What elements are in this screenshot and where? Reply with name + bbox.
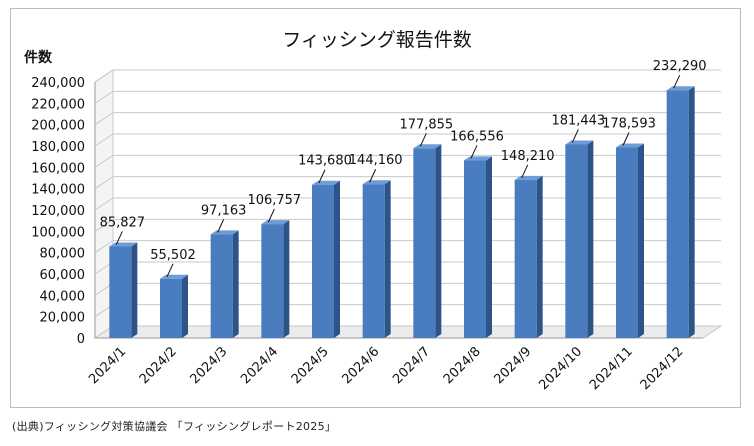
x-tick-label: 2024/2 — [137, 344, 180, 387]
data-label: 106,757 — [247, 193, 301, 208]
y-tick-label: 20,000 — [40, 311, 86, 326]
data-label: 97,163 — [201, 203, 247, 218]
y-tick-label: 180,000 — [31, 140, 85, 155]
bar — [160, 274, 188, 338]
data-label-leader — [571, 129, 579, 143]
bar-front — [362, 184, 385, 338]
data-label: 177,855 — [399, 117, 453, 132]
bar-side — [232, 230, 239, 338]
bar-side — [688, 86, 695, 338]
y-tick-label: 160,000 — [31, 161, 85, 176]
gridline — [94, 154, 721, 168]
bar-front — [312, 184, 334, 338]
bar — [565, 140, 594, 338]
data-label: 85,827 — [100, 215, 146, 230]
bar — [109, 242, 138, 338]
data-label-leader — [267, 208, 275, 223]
data-label: 178,593 — [602, 117, 656, 132]
data-label: 232,290 — [653, 59, 707, 74]
x-tick-label: 2024/1 — [86, 344, 129, 387]
x-tick-label: 2024/10 — [536, 344, 585, 393]
y-tick-label: 0 — [77, 332, 85, 347]
bar-front — [565, 144, 588, 338]
y-tick-label: 60,000 — [40, 268, 86, 283]
bar-front — [160, 278, 182, 338]
data-label: 181,443 — [551, 113, 605, 128]
bar-front — [666, 90, 689, 338]
bar — [312, 180, 340, 338]
data-label: 144,160 — [349, 153, 403, 168]
data-label-leader — [217, 219, 225, 233]
y-axis-label: 件数 — [24, 49, 53, 66]
data-label-leader — [115, 231, 123, 245]
data-label-leader — [470, 145, 478, 159]
x-tick-label: 2024/4 — [238, 344, 281, 387]
bar-front — [464, 160, 486, 338]
gridline — [94, 90, 721, 104]
bar-front — [616, 147, 638, 338]
bar — [210, 230, 239, 338]
y-tick-label: 80,000 — [40, 247, 86, 262]
data-label-leader — [419, 133, 427, 147]
x-tick-label: 2024/6 — [340, 344, 383, 387]
bar-front — [109, 246, 132, 338]
x-tick-label: 2024/11 — [587, 344, 636, 393]
bar-side — [486, 156, 492, 338]
bar — [464, 156, 492, 338]
y-tick-label: 100,000 — [31, 225, 85, 240]
data-label: 166,556 — [450, 129, 504, 144]
bar-side — [182, 274, 188, 338]
x-tick-label: 2024/9 — [492, 344, 535, 387]
source-note: (出典)フィッシング対策協議会 「フィッシングレポート2025」 — [12, 420, 337, 433]
x-tick-label: 2024/12 — [638, 344, 687, 393]
y-tick-label: 120,000 — [31, 204, 85, 219]
bar-side — [283, 220, 290, 338]
data-label-leader — [166, 263, 174, 278]
y-tick-label: 240,000 — [31, 76, 85, 91]
bar-side — [587, 140, 594, 338]
bar-side — [334, 180, 340, 338]
x-tick-label: 2024/8 — [441, 344, 484, 387]
data-label: 148,210 — [501, 149, 555, 164]
bar — [413, 144, 442, 338]
data-label-leader — [673, 75, 681, 89]
bar — [261, 220, 290, 338]
data-label-leader — [622, 132, 630, 146]
gridline — [94, 176, 721, 190]
x-tick-label: 2024/5 — [289, 344, 332, 387]
gridline — [94, 112, 721, 126]
y-tick-label: 40,000 — [40, 289, 86, 304]
data-label: 143,680 — [298, 154, 352, 169]
bar-side — [131, 242, 138, 338]
data-label: 55,502 — [150, 248, 196, 263]
bar-front — [210, 234, 233, 338]
y-tick-label: 140,000 — [31, 183, 85, 198]
bar-side — [536, 175, 543, 338]
bar-side — [384, 180, 391, 338]
y-tick-label: 200,000 — [31, 119, 85, 134]
data-label-leader — [369, 169, 377, 183]
bar — [616, 143, 644, 338]
bar — [666, 86, 695, 338]
gridline — [94, 133, 721, 147]
y-tick-label: 220,000 — [31, 97, 85, 112]
x-tick-label: 2024/7 — [390, 344, 433, 387]
chart-title: フィッシング報告件数 — [282, 29, 472, 51]
bar-front — [413, 148, 436, 338]
data-label-leader — [318, 169, 326, 183]
bar — [362, 180, 391, 338]
bar-side — [435, 144, 442, 338]
bar-front — [514, 179, 537, 338]
bar-front — [261, 224, 284, 338]
data-label-leader — [521, 164, 529, 179]
bar — [514, 175, 543, 338]
x-tick-label: 2024/3 — [188, 344, 231, 387]
bar-side — [638, 143, 644, 338]
gridline — [94, 69, 721, 83]
